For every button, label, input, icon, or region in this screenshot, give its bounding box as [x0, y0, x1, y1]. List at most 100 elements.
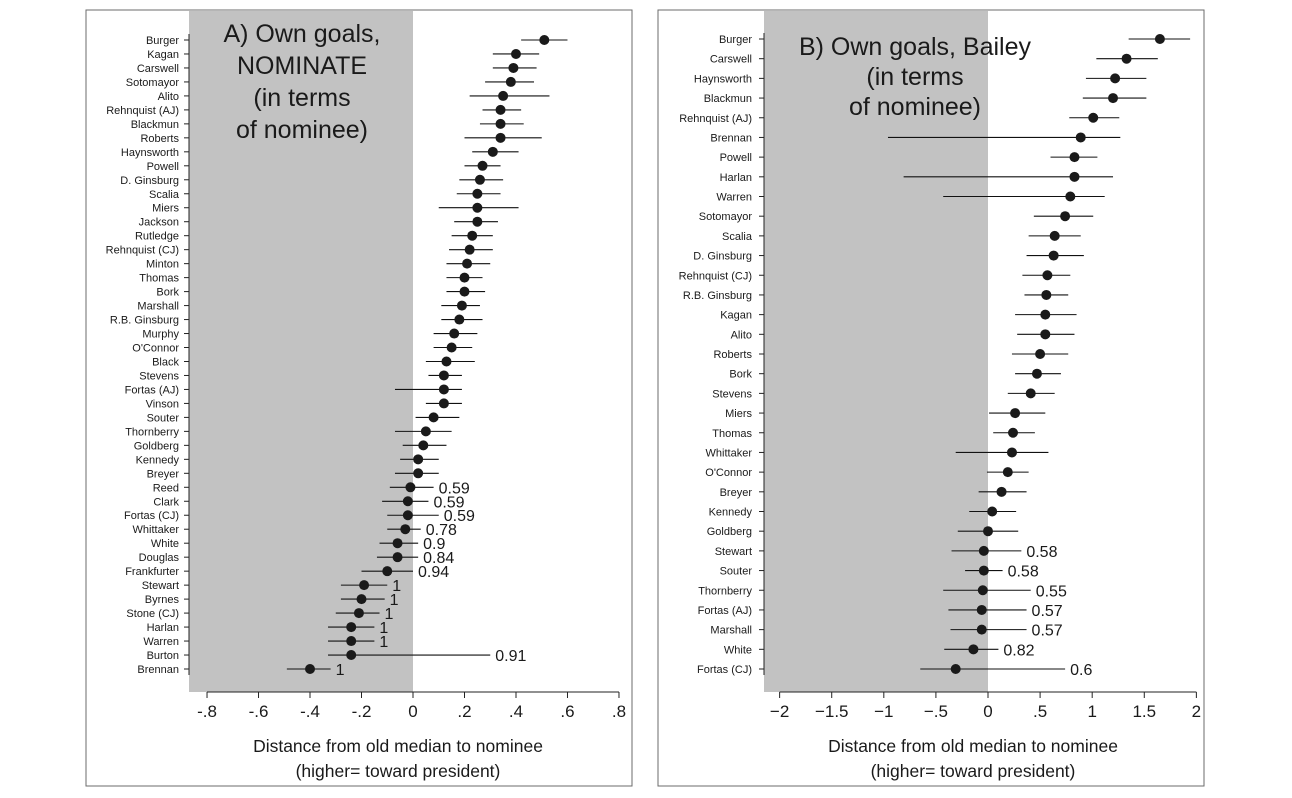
probability-label: 0.91	[495, 648, 526, 665]
y-tick-label: Harlan	[720, 172, 752, 184]
probability-label: 0.82	[1003, 642, 1034, 659]
point-estimate	[467, 230, 478, 241]
y-tick-label: Reed	[153, 482, 179, 494]
x-tick-label: .5	[1033, 702, 1047, 721]
point-estimate	[539, 35, 550, 45]
point-estimate	[1069, 171, 1080, 182]
y-tick-label: Burger	[719, 34, 752, 46]
y-tick-label: D. Ginsburg	[693, 251, 752, 263]
point-estimate	[1040, 309, 1051, 320]
y-tick-label: Fortas (AJ)	[698, 605, 752, 617]
y-tick-label: Stewart	[142, 580, 179, 592]
y-tick-label: Frankfurter	[125, 566, 179, 578]
y-tick-label: Marshall	[137, 301, 179, 313]
point-estimate	[418, 440, 429, 451]
point-estimate	[402, 496, 413, 507]
probability-label: 0.84	[423, 550, 454, 567]
point-estimate	[977, 585, 988, 596]
probability-label: 0.94	[418, 564, 449, 581]
probability-label: 0.6	[1070, 662, 1092, 679]
point-estimate	[978, 565, 989, 576]
y-tick-label: Souter	[720, 566, 753, 578]
point-estimate	[359, 580, 370, 591]
y-tick-label: O'Connor	[132, 343, 179, 355]
point-estimate	[1069, 152, 1080, 163]
chart-title-line: (in terms	[866, 63, 963, 91]
y-tick-label: Powell	[720, 152, 752, 164]
y-tick-label: Bork	[156, 287, 179, 299]
probability-label: 0.59	[444, 508, 475, 525]
chart-title-line: (in terms	[253, 84, 350, 112]
point-estimate	[438, 370, 449, 381]
y-tick-label: Powell	[147, 161, 179, 173]
point-estimate	[1121, 53, 1132, 64]
point-estimate	[1041, 289, 1052, 300]
y-tick-label: Kagan	[147, 49, 179, 61]
point-estimate	[996, 486, 1007, 497]
y-tick-label: D. Ginsburg	[120, 175, 179, 187]
point-estimate	[474, 174, 485, 185]
point-estimate	[1008, 427, 1019, 438]
probability-label: 0.78	[426, 522, 457, 539]
y-tick-label: Rutledge	[135, 231, 179, 243]
point-estimate	[356, 594, 367, 605]
probability-label: 1	[385, 606, 394, 623]
y-tick-label: Thomas	[712, 428, 752, 440]
probability-label: 1	[390, 592, 399, 609]
point-estimate	[1006, 447, 1017, 458]
point-estimate	[1060, 211, 1071, 222]
x-tick-label: .8	[612, 702, 626, 721]
chart-title-line: NOMINATE	[237, 52, 367, 80]
point-estimate	[441, 356, 452, 367]
y-tick-label: Black	[152, 356, 179, 368]
y-tick-label: Rehnquist (AJ)	[679, 113, 752, 125]
y-tick-label: White	[151, 538, 179, 550]
y-tick-label: Byrnes	[145, 594, 180, 606]
point-estimate	[464, 244, 475, 255]
probability-label: 0.58	[1026, 544, 1057, 561]
point-estimate	[1065, 191, 1076, 202]
y-tick-label: Vinson	[146, 398, 179, 410]
y-tick-label: Kennedy	[136, 454, 180, 466]
x-axis-label: Distance from old median to nominee	[253, 736, 543, 756]
chart-title-line: of nominee)	[236, 116, 368, 144]
probability-label: 0.59	[439, 480, 470, 497]
point-estimate	[976, 624, 987, 635]
probability-label: 0.57	[1032, 623, 1063, 640]
y-tick-label: Stone (CJ)	[126, 608, 179, 620]
point-estimate	[392, 552, 403, 563]
y-tick-label: Scalia	[149, 189, 180, 201]
point-estimate	[346, 650, 357, 661]
y-tick-label: Alito	[731, 329, 752, 341]
y-tick-label: R.B. Ginsburg	[683, 290, 752, 302]
probability-label: 0.57	[1032, 603, 1063, 620]
probability-label: 0.55	[1036, 583, 1067, 600]
point-estimate	[1108, 93, 1119, 104]
point-estimate	[305, 664, 316, 674]
chart-title-line: A) Own goals,	[223, 20, 380, 48]
x-tick-label: 0	[983, 702, 992, 721]
y-tick-label: Marshall	[710, 625, 752, 637]
y-tick-label: Rehnquist (AJ)	[106, 105, 179, 117]
y-tick-label: Warren	[716, 192, 752, 204]
point-estimate	[983, 526, 993, 537]
y-tick-label: Burton	[147, 650, 179, 662]
y-tick-label: Whittaker	[706, 447, 753, 459]
y-tick-label: Brennan	[710, 132, 752, 144]
point-estimate	[950, 664, 961, 674]
point-estimate	[472, 188, 483, 199]
y-tick-label: Fortas (AJ)	[125, 384, 179, 396]
point-estimate	[454, 314, 465, 325]
point-estimate	[1031, 368, 1042, 379]
x-tick-label: 1.5	[1132, 702, 1156, 721]
shaded-region	[189, 11, 413, 692]
y-tick-label: Brennan	[137, 664, 179, 676]
y-tick-label: Carswell	[137, 63, 179, 75]
y-tick-label: Carswell	[710, 54, 752, 66]
point-estimate	[1110, 73, 1121, 84]
y-tick-label: Haynsworth	[121, 147, 179, 159]
y-tick-label: Souter	[147, 412, 180, 424]
point-estimate	[987, 506, 998, 517]
panel-a-nominate: A) Own goals, NOMINATE (in terms of nominee…	[85, 9, 633, 787]
